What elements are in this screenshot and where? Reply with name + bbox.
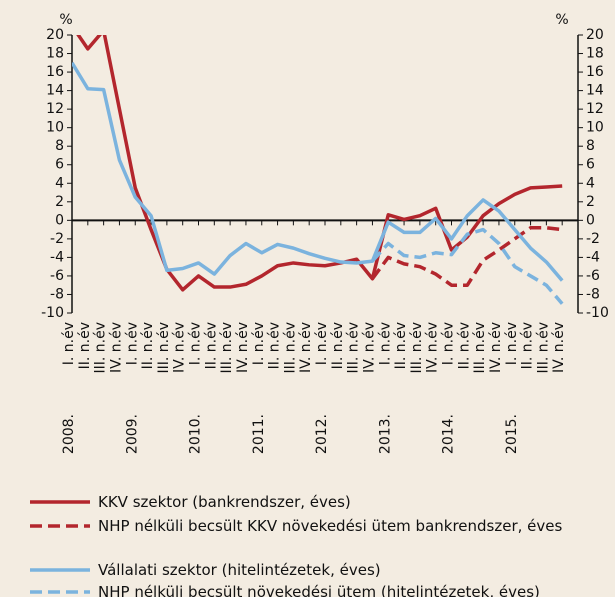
y-tick-label: -2 <box>50 231 64 247</box>
x-tick-label: II. n.év <box>456 322 472 369</box>
y-tick-label: 4 <box>55 175 64 191</box>
x-tick-label: III. n.év <box>409 322 425 374</box>
x-tick-label: I. n.év <box>188 322 204 365</box>
y2-tick-label: -2 <box>586 231 600 247</box>
legend-label: NHP nélküli becsült növekedési ütem (hit… <box>98 583 540 597</box>
x-tick-label: III. n.év <box>219 322 235 374</box>
y-tick-label: 18 <box>46 46 64 62</box>
y2-tick-label: 10 <box>586 120 604 136</box>
y-tick-label: -4 <box>50 249 64 265</box>
y2-tick-label: -4 <box>586 249 600 265</box>
x-tick-label: I. n.év <box>504 322 520 365</box>
x-tick-label: III. n.év <box>472 322 488 374</box>
y2-tick-label: 16 <box>586 64 604 80</box>
y2-tick-label: 6 <box>586 157 595 173</box>
x-tick-label: IV. n.év <box>235 322 251 373</box>
x-tick-label: II. n.év <box>267 322 283 369</box>
y-tick-label: 10 <box>46 120 64 136</box>
x-tick-label: I. n.év <box>124 322 140 365</box>
legend-label: Vállalati szektor (hitelintézetek, éves) <box>98 561 381 579</box>
x-tick-label: IV. n.év <box>551 322 567 373</box>
y-tick-label: -8 <box>50 286 64 302</box>
y2-tick-label: 2 <box>586 194 595 210</box>
y-tick-label: 2 <box>55 194 64 210</box>
y-tick-label: 12 <box>46 101 64 117</box>
x-tick-label: IV. n.év <box>172 322 188 373</box>
y2-tick-label: -6 <box>586 268 600 284</box>
y-tick-label: 20 <box>46 27 64 43</box>
x-tick-label: II. n.év <box>203 322 219 369</box>
x-tick-label: IV. n.év <box>298 322 314 373</box>
x-tick-label: I. n.év <box>251 322 267 365</box>
x-tick-label: III. n.év <box>93 322 109 374</box>
x-tick-label: I. n.év <box>314 322 330 365</box>
y-tick-label: 16 <box>46 64 64 80</box>
y-tick-label: 14 <box>46 83 64 99</box>
y2-tick-label: 4 <box>586 175 595 191</box>
year-label: 2009. <box>124 414 140 454</box>
x-tick-label: III. n.év <box>535 322 551 374</box>
y2-tick-label: -10 <box>586 305 609 321</box>
series-line <box>72 61 564 282</box>
y-tick-label: 8 <box>55 138 64 154</box>
series-line <box>371 227 564 305</box>
y2-tick-label: 12 <box>586 101 604 117</box>
legend-label: KKV szektor (bankrendszer, éves) <box>98 493 351 511</box>
plot-area <box>72 35 564 305</box>
x-tick-label: II. n.év <box>140 322 156 369</box>
series-line <box>76 35 563 292</box>
series-line <box>371 225 563 287</box>
year-label: 2008. <box>61 414 77 454</box>
year-label: 2015. <box>504 414 520 454</box>
x-tick-label: III. n.év <box>346 322 362 374</box>
x-tick-label: I. n.év <box>441 322 457 365</box>
x-tick-label: II. n.év <box>77 322 93 369</box>
x-tick-label: III. n.év <box>282 322 298 374</box>
year-label: 2011. <box>251 414 267 454</box>
x-tick-label: II. n.év <box>393 322 409 369</box>
y-tick-label: 6 <box>55 157 64 173</box>
y2-unit: % <box>555 12 568 28</box>
y-unit: % <box>59 12 72 28</box>
year-label: 2014. <box>441 414 457 454</box>
year-label: 2013. <box>377 414 393 454</box>
year-label: 2010. <box>188 414 204 454</box>
y2-tick-label: 0 <box>586 212 595 228</box>
y-tick-label: 0 <box>55 212 64 228</box>
x-tick-label: IV. n.év <box>361 322 377 373</box>
x-tick-label: II. n.év <box>330 322 346 369</box>
y2-tick-label: 20 <box>586 27 604 43</box>
x-tick-label: IV. n.év <box>488 322 504 373</box>
y2-tick-label: 14 <box>586 83 604 99</box>
year-label: 2012. <box>314 414 330 454</box>
legend-label: NHP nélküli becsült KKV növekedési ütem … <box>98 517 563 535</box>
y-tick-label: -10 <box>41 305 64 321</box>
y2-tick-label: 18 <box>586 46 604 62</box>
x-tick-label: III. n.év <box>156 322 172 374</box>
x-tick-label: IV. n.év <box>108 322 124 373</box>
y2-tick-label: 8 <box>586 138 595 154</box>
y-tick-label: -6 <box>50 268 64 284</box>
x-tick-label: II. n.év <box>520 322 536 369</box>
y2-tick-label: -8 <box>586 286 600 302</box>
x-tick-label: IV. n.év <box>425 322 441 373</box>
x-tick-label: I. n.év <box>61 322 77 365</box>
x-tick-label: I. n.év <box>377 322 393 365</box>
